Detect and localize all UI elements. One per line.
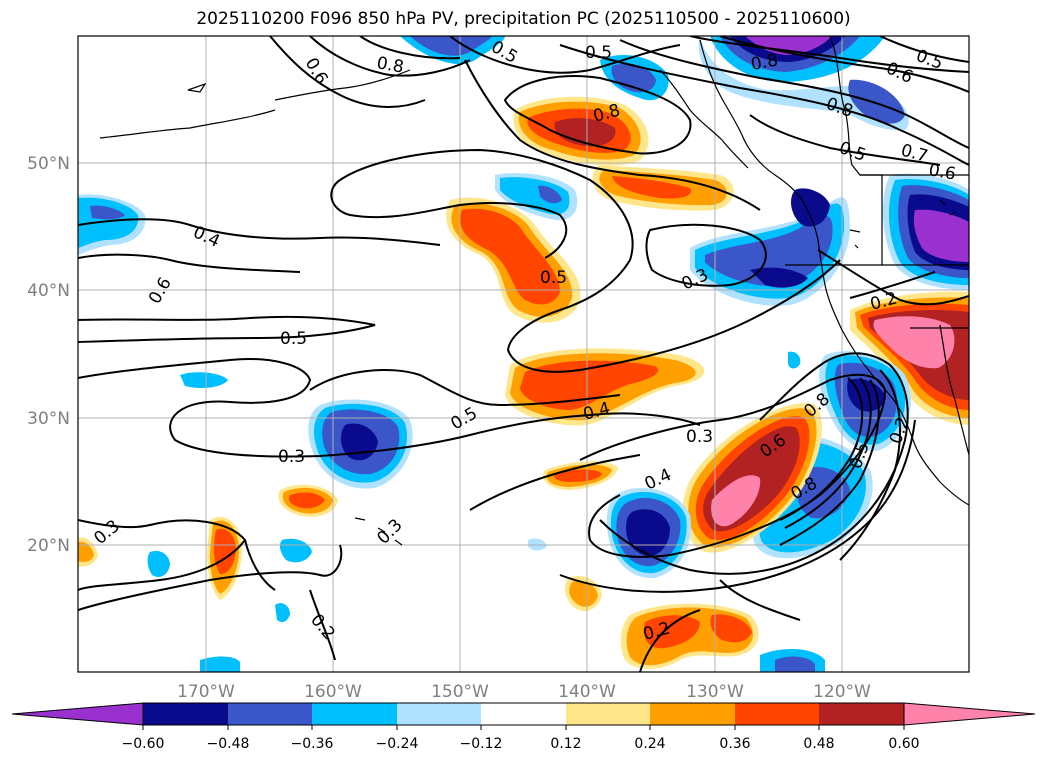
colorbar-tick-label: −0.36 <box>291 736 334 752</box>
contour-label: 0.8 <box>749 51 779 75</box>
colorbar-extend-high <box>903 702 1036 726</box>
colorbar-tick-label: −0.48 <box>207 736 250 752</box>
colorbar-segment <box>228 703 312 725</box>
colorbar-tick-label: −0.60 <box>122 736 165 752</box>
map-title: 2025110200 F096 850 hPa PV, precipitatio… <box>196 9 851 29</box>
colorbar-segment <box>819 703 904 725</box>
map-frame <box>77 35 970 673</box>
colorbar-segment <box>143 703 228 725</box>
lon-labels: 170°W 160°W 150°W 140°W 130°W 120°W <box>177 682 871 702</box>
lon-label-170w: 170°W <box>177 682 235 702</box>
contour-label: 0.3 <box>686 427 713 447</box>
lon-label-120w: 120°W <box>813 682 871 702</box>
colorbar: −0.60 −0.48 −0.36 −0.24 −0.12 0.12 0.24 … <box>11 702 1036 752</box>
contour-label: 0.5 <box>585 43 612 63</box>
colorbar-tick-label: 0.36 <box>719 736 750 752</box>
gridlines <box>78 36 969 672</box>
pv-contours <box>78 36 969 672</box>
colorbar-segment <box>397 703 481 725</box>
lon-label-160w: 160°W <box>304 682 362 702</box>
contour-label: 0.3 <box>278 447 305 467</box>
colorbar-segment <box>481 703 566 725</box>
contour-label: 0.5 <box>280 329 307 349</box>
lon-label-140w: 140°W <box>558 682 616 702</box>
lat-label-50n: 50°N <box>27 154 70 174</box>
lat-label-40n: 40°N <box>27 281 70 301</box>
contour-label: 0.5 <box>540 268 567 288</box>
contour-label: 0.8 <box>375 53 405 77</box>
lon-label-130w: 130°W <box>686 682 744 702</box>
colorbar-tick-label: −0.24 <box>376 736 419 752</box>
colorbar-extend-low <box>11 702 144 726</box>
colorbar-segment <box>735 703 819 725</box>
lat-label-20n: 20°N <box>27 536 70 556</box>
colorbar-tick-label: 0.48 <box>803 736 834 752</box>
colorbar-tick-label: 0.60 <box>888 736 919 752</box>
colorbar-tick-label: 0.24 <box>634 736 665 752</box>
colorbar-tick-label: −0.12 <box>460 736 503 752</box>
lat-labels: 50°N 40°N 30°N 20°N <box>27 154 70 556</box>
colorbar-segment <box>566 703 650 725</box>
map-layers: 0.4 0.6 0.5 0.3 0.3 0.5 0.5 0.4 0.3 0.4 … <box>78 36 969 672</box>
colorbar-tick-label: 0.12 <box>550 736 581 752</box>
colorbar-segment <box>312 703 397 725</box>
colorbar-segment <box>650 703 735 725</box>
contour-labels: 0.4 0.6 0.5 0.3 0.3 0.5 0.5 0.4 0.3 0.4 … <box>90 37 957 645</box>
lat-label-30n: 30°N <box>27 409 70 429</box>
contour-label: 0.6 <box>927 160 957 184</box>
lon-label-150w: 150°W <box>431 682 489 702</box>
